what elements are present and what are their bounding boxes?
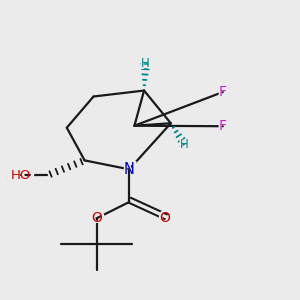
Text: F: F (219, 119, 227, 133)
Text: HO: HO (6, 166, 36, 184)
Text: H: H (139, 55, 152, 73)
Text: H: H (177, 135, 191, 153)
Text: H: H (180, 138, 189, 151)
Text: F: F (217, 117, 229, 135)
Text: O: O (159, 212, 170, 225)
Text: O: O (89, 209, 104, 227)
Text: H: H (141, 57, 150, 70)
Text: N: N (124, 162, 135, 177)
Text: F: F (217, 83, 229, 101)
Text: O: O (91, 212, 102, 225)
Text: F: F (219, 85, 227, 99)
Text: HO: HO (11, 169, 31, 182)
Text: N: N (121, 160, 137, 179)
Text: O: O (157, 209, 172, 227)
